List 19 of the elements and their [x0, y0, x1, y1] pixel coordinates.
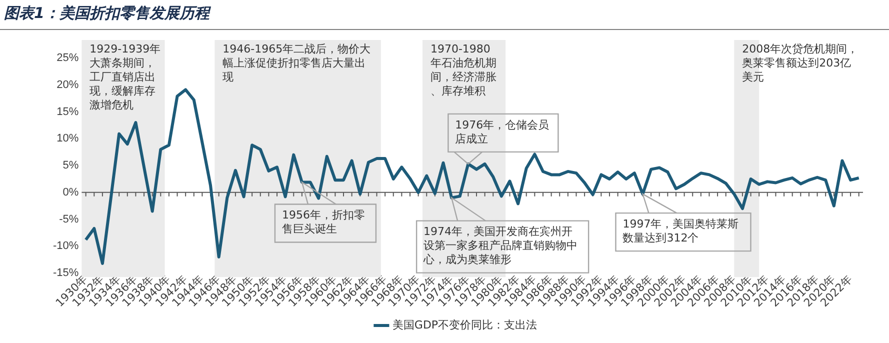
y-tick-label: -10% [52, 240, 79, 252]
band-label: 2008年次贷危机期间，奥莱零售额达到203亿美元 [742, 42, 858, 84]
band-label: 1970-1980年石油危机期间，经济滞胀、库存堆积 [430, 42, 496, 98]
annotation: 1974年，美国开发商在宾州开设第一家多租产品牌直销购物中心，成为奥莱雏形 [422, 225, 578, 266]
y-tick-label: 25% [56, 52, 79, 64]
band-label: 1946-1965年二战后，物价大幅上涨促使折扣零售店大量出现 [222, 42, 371, 84]
y-tick-label: 10% [56, 132, 79, 145]
y-tick-label: 5% [62, 160, 79, 172]
y-tick-label: 15% [56, 106, 79, 118]
y-tick-label: -15% [52, 267, 79, 280]
y-tick-label: -5% [59, 213, 79, 226]
annotation: 1976年，仓储会员店成立 [455, 118, 550, 146]
band-label: 1929-1939年大萧条期间，工厂直销店出现，缓解库存激增危机 [90, 42, 161, 112]
y-tick-label: 0% [62, 186, 79, 198]
legend-label: 美国GDP不变价同比：支出法 [392, 318, 538, 332]
annotation: 1997年，美国奥特莱斯数量达到312个 [622, 217, 739, 244]
y-tick-label: 20% [56, 78, 79, 91]
chart-title: 图表1：美国折扣零售发展历程 [0, 0, 889, 30]
annotation: 1956年，折扣零售巨头诞生 [282, 208, 365, 236]
